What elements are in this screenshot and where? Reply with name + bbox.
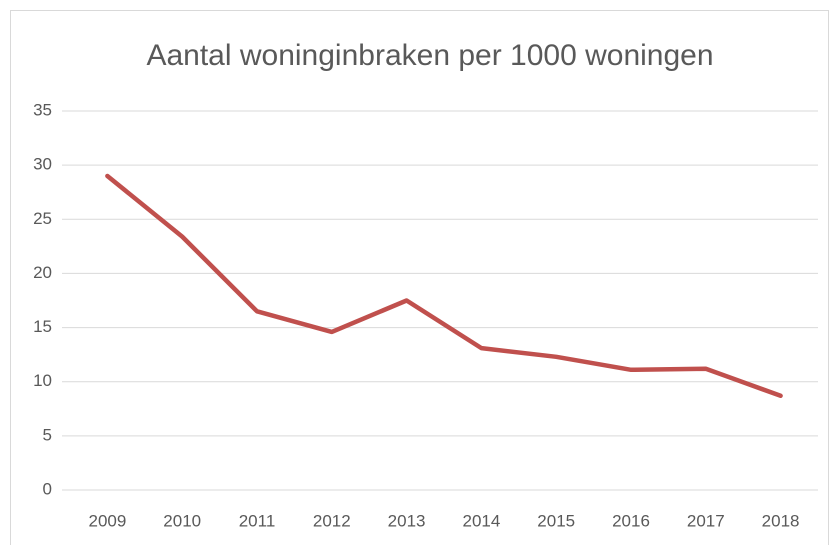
x-tick-label: 2018 xyxy=(762,511,800,530)
y-tick-label: 30 xyxy=(33,155,52,174)
data-line xyxy=(105,173,783,399)
x-tick-label: 2009 xyxy=(88,511,126,530)
x-tick-label: 2013 xyxy=(388,511,426,530)
x-tick-label: 2011 xyxy=(239,511,276,530)
chart-title: Aantal woninginbraken per 1000 woningen xyxy=(146,39,713,72)
x-tick-label: 2017 xyxy=(687,511,725,530)
y-tick-label: 20 xyxy=(33,263,52,282)
x-tick-label: 2012 xyxy=(313,511,351,530)
y-tick-label: 25 xyxy=(33,209,52,228)
x-tick-label: 2014 xyxy=(462,511,500,530)
chart-border xyxy=(10,10,829,545)
x-tick-label: 2010 xyxy=(163,511,201,530)
y-tick-label: 5 xyxy=(43,425,52,444)
x-tick-label: 2016 xyxy=(612,511,650,530)
y-tick-label: 10 xyxy=(33,371,52,390)
y-tick-label: 0 xyxy=(43,479,52,498)
y-tick-label: 15 xyxy=(33,317,52,336)
y-tick-label: 35 xyxy=(33,100,52,119)
x-tick-label: 2015 xyxy=(537,511,575,530)
